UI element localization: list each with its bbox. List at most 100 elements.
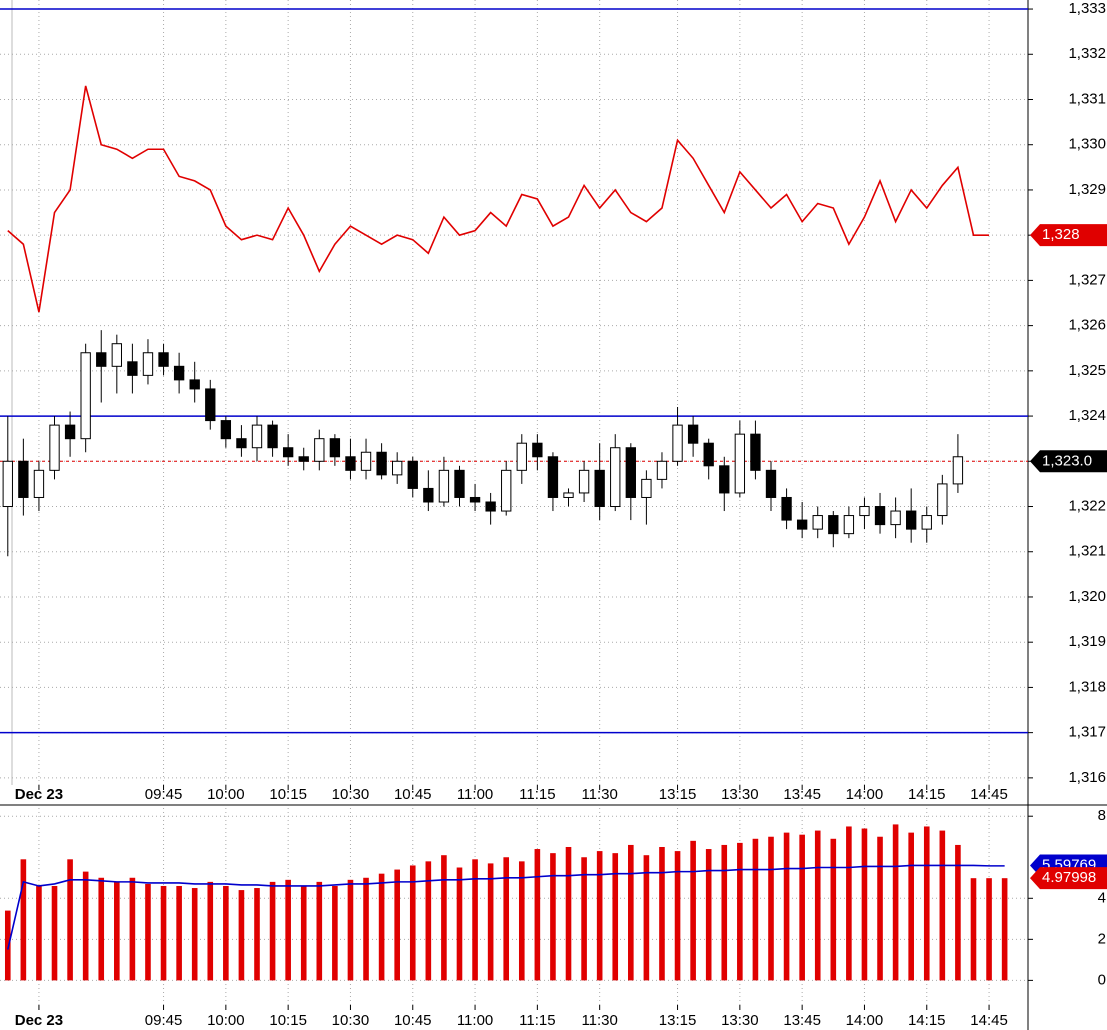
bar (223, 885, 229, 981)
bar (705, 849, 712, 981)
candle-body (205, 388, 216, 422)
y-tick-label: 2 (1098, 930, 1106, 947)
bar (36, 885, 42, 981)
bar (830, 838, 837, 981)
price-tag (1030, 867, 1107, 890)
bar (814, 830, 821, 981)
candle-body (64, 424, 76, 440)
x-tick-label: 13:30 (721, 1012, 759, 1029)
bar (503, 857, 510, 981)
candle-body (843, 515, 855, 535)
candle-body (454, 469, 465, 498)
x-tick-label: 10:30 (332, 786, 370, 803)
bar (176, 885, 182, 981)
candle-body (2, 460, 13, 508)
x-tick-label: 11:30 (581, 786, 617, 803)
candle-body (376, 451, 387, 476)
bar (238, 890, 245, 981)
bar (269, 881, 276, 981)
candle-body (641, 478, 652, 498)
bar (129, 877, 136, 981)
candle-body (329, 438, 341, 458)
bar (409, 865, 416, 981)
price-tag (1030, 224, 1107, 247)
candle-body (392, 460, 403, 476)
bar (721, 844, 728, 981)
bar (114, 881, 120, 981)
x-tick-label: 10:15 (269, 786, 307, 803)
bar (596, 851, 603, 981)
x-tick-label: 14:15 (908, 1012, 946, 1029)
bar (472, 859, 478, 981)
candle-body (18, 460, 29, 498)
x-tick-label: 11:00 (457, 1012, 493, 1029)
y-tick-label: 1,333 (1068, 0, 1106, 17)
bar (191, 888, 198, 981)
bar (347, 879, 354, 981)
candle-body (423, 487, 434, 503)
y-tick-label: 1,329 (1068, 181, 1106, 198)
bar (487, 863, 494, 981)
bar (799, 834, 805, 981)
bar (534, 849, 541, 981)
x-tick-label: 13:15 (659, 1012, 697, 1029)
x-tick-label: 10:30 (332, 1012, 370, 1029)
bar (581, 857, 587, 981)
bar (363, 877, 369, 981)
bar (970, 878, 977, 981)
bar (643, 855, 650, 981)
candle-body (625, 447, 636, 498)
bar (674, 851, 681, 981)
candle-body (828, 515, 839, 535)
y-tick-label: 1,319 (1068, 633, 1106, 650)
price-tag-label: 1,323.0 (1042, 452, 1092, 469)
candle-body (532, 442, 543, 458)
bar (690, 840, 696, 981)
candle-body (516, 442, 527, 471)
x-tick-label: 10:00 (207, 1012, 245, 1029)
bar (908, 832, 914, 981)
line (7, 85, 990, 313)
candle-body (142, 352, 154, 376)
candle-body (921, 515, 932, 530)
candle-body (298, 456, 309, 462)
bar (316, 881, 323, 981)
candle-body (781, 496, 792, 521)
x-tick-label: 14:00 (846, 786, 884, 803)
candle-body (158, 352, 169, 367)
bar (98, 877, 105, 981)
x-tick-label: 14:15 (908, 786, 946, 803)
x-tick-label: Dec 23 (15, 1012, 63, 1029)
candle-body (438, 469, 450, 503)
price-tag-label: 1,328 (1042, 226, 1080, 243)
candle-body (610, 447, 621, 508)
y-tick-label: 1,326 (1068, 317, 1106, 334)
y-tick-label: 1,327 (1068, 271, 1106, 288)
candle-body (236, 438, 247, 449)
candle-body (687, 424, 699, 444)
candle-body (719, 465, 730, 494)
bar (425, 861, 432, 981)
x-tick-label: 09:45 (145, 786, 183, 803)
x-tick-label: 11:15 (519, 786, 555, 803)
y-tick-label: 1,331 (1068, 90, 1106, 107)
bar (378, 873, 385, 981)
bar (300, 885, 307, 981)
bar (1001, 878, 1008, 981)
candle-body (578, 469, 590, 494)
candle-body (220, 420, 232, 440)
bar (877, 836, 883, 981)
bar (955, 844, 961, 981)
candle-body (282, 447, 294, 458)
bar (4, 910, 11, 981)
bar (332, 885, 338, 981)
candle-body (111, 343, 122, 367)
y-tick-label: 1,324 (1068, 407, 1106, 424)
candle-body (563, 492, 574, 498)
candle-body (859, 506, 870, 517)
candle-body (501, 469, 512, 512)
bar (628, 844, 634, 981)
x-tick-label: Dec 23 (15, 786, 63, 803)
